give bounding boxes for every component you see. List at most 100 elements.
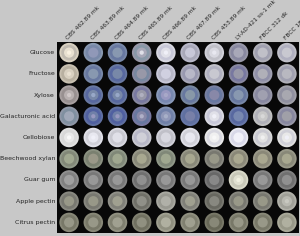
Circle shape xyxy=(253,128,272,147)
Circle shape xyxy=(156,43,176,62)
Text: CBS 453.89 mk: CBS 453.89 mk xyxy=(211,5,246,41)
Circle shape xyxy=(83,85,103,105)
Circle shape xyxy=(67,93,71,97)
Circle shape xyxy=(164,93,168,97)
Circle shape xyxy=(285,135,289,140)
Circle shape xyxy=(279,66,295,82)
Circle shape xyxy=(88,154,98,164)
Circle shape xyxy=(132,191,152,211)
Circle shape xyxy=(182,130,198,145)
Circle shape xyxy=(277,64,297,84)
Circle shape xyxy=(156,170,176,190)
Circle shape xyxy=(258,69,268,79)
Circle shape xyxy=(229,43,248,62)
Circle shape xyxy=(209,90,219,100)
Circle shape xyxy=(253,106,272,126)
Circle shape xyxy=(140,93,144,97)
Circle shape xyxy=(279,151,295,167)
Circle shape xyxy=(85,87,101,103)
Circle shape xyxy=(158,66,174,82)
Circle shape xyxy=(134,151,149,167)
Circle shape xyxy=(277,213,297,232)
Text: CBS 463.89 mk: CBS 463.89 mk xyxy=(90,6,125,41)
Text: Xylose: Xylose xyxy=(34,93,55,97)
Circle shape xyxy=(132,106,152,126)
Text: Cellobiose: Cellobiose xyxy=(22,135,55,140)
Circle shape xyxy=(229,128,248,147)
Circle shape xyxy=(67,135,71,140)
Circle shape xyxy=(161,196,171,206)
Circle shape xyxy=(258,132,268,143)
Circle shape xyxy=(132,213,152,232)
Circle shape xyxy=(64,217,74,228)
Circle shape xyxy=(64,69,74,79)
Circle shape xyxy=(64,90,74,100)
Circle shape xyxy=(88,69,98,79)
Circle shape xyxy=(180,43,200,62)
Circle shape xyxy=(64,111,74,121)
Circle shape xyxy=(185,47,195,58)
Circle shape xyxy=(134,109,149,124)
Text: CBS 464.89 mk: CBS 464.89 mk xyxy=(114,6,149,41)
Circle shape xyxy=(83,170,103,190)
Circle shape xyxy=(164,51,168,55)
Circle shape xyxy=(206,66,222,82)
Circle shape xyxy=(112,47,123,58)
Circle shape xyxy=(236,178,241,182)
Circle shape xyxy=(161,47,171,58)
Circle shape xyxy=(85,193,101,209)
Circle shape xyxy=(253,213,272,232)
Circle shape xyxy=(134,66,149,82)
Circle shape xyxy=(279,215,295,230)
Circle shape xyxy=(64,47,74,58)
Circle shape xyxy=(261,135,265,140)
Circle shape xyxy=(161,154,171,164)
Circle shape xyxy=(279,109,295,124)
Circle shape xyxy=(253,64,272,84)
Circle shape xyxy=(59,191,79,211)
Circle shape xyxy=(158,215,174,230)
Circle shape xyxy=(140,51,144,55)
Circle shape xyxy=(180,191,200,211)
Circle shape xyxy=(158,193,174,209)
Circle shape xyxy=(136,132,147,143)
Circle shape xyxy=(233,175,244,185)
Circle shape xyxy=(158,109,174,124)
Circle shape xyxy=(59,128,79,147)
Circle shape xyxy=(132,149,152,169)
Circle shape xyxy=(134,45,149,60)
Circle shape xyxy=(277,43,297,62)
Text: CBS 466.89 mk: CBS 466.89 mk xyxy=(162,6,198,41)
Circle shape xyxy=(112,69,123,79)
Circle shape xyxy=(134,172,149,188)
Circle shape xyxy=(205,106,224,126)
Circle shape xyxy=(61,66,77,82)
Circle shape xyxy=(279,87,295,103)
Circle shape xyxy=(88,196,98,206)
Circle shape xyxy=(61,87,77,103)
Circle shape xyxy=(258,154,268,164)
Circle shape xyxy=(59,106,79,126)
Circle shape xyxy=(116,114,120,118)
Circle shape xyxy=(206,172,222,188)
Circle shape xyxy=(61,130,77,145)
Circle shape xyxy=(185,69,195,79)
Circle shape xyxy=(231,215,246,230)
Circle shape xyxy=(255,193,271,209)
Circle shape xyxy=(108,149,127,169)
Text: Beechwood xylan: Beechwood xylan xyxy=(0,156,55,161)
Circle shape xyxy=(91,135,95,140)
Circle shape xyxy=(85,66,101,82)
Circle shape xyxy=(88,111,98,121)
Circle shape xyxy=(182,172,198,188)
Circle shape xyxy=(185,90,195,100)
Circle shape xyxy=(182,151,198,167)
Circle shape xyxy=(206,130,222,145)
Circle shape xyxy=(282,175,292,185)
Circle shape xyxy=(134,87,149,103)
Circle shape xyxy=(136,196,147,206)
Circle shape xyxy=(255,151,271,167)
Circle shape xyxy=(112,154,123,164)
Circle shape xyxy=(277,191,297,211)
Circle shape xyxy=(180,85,200,105)
